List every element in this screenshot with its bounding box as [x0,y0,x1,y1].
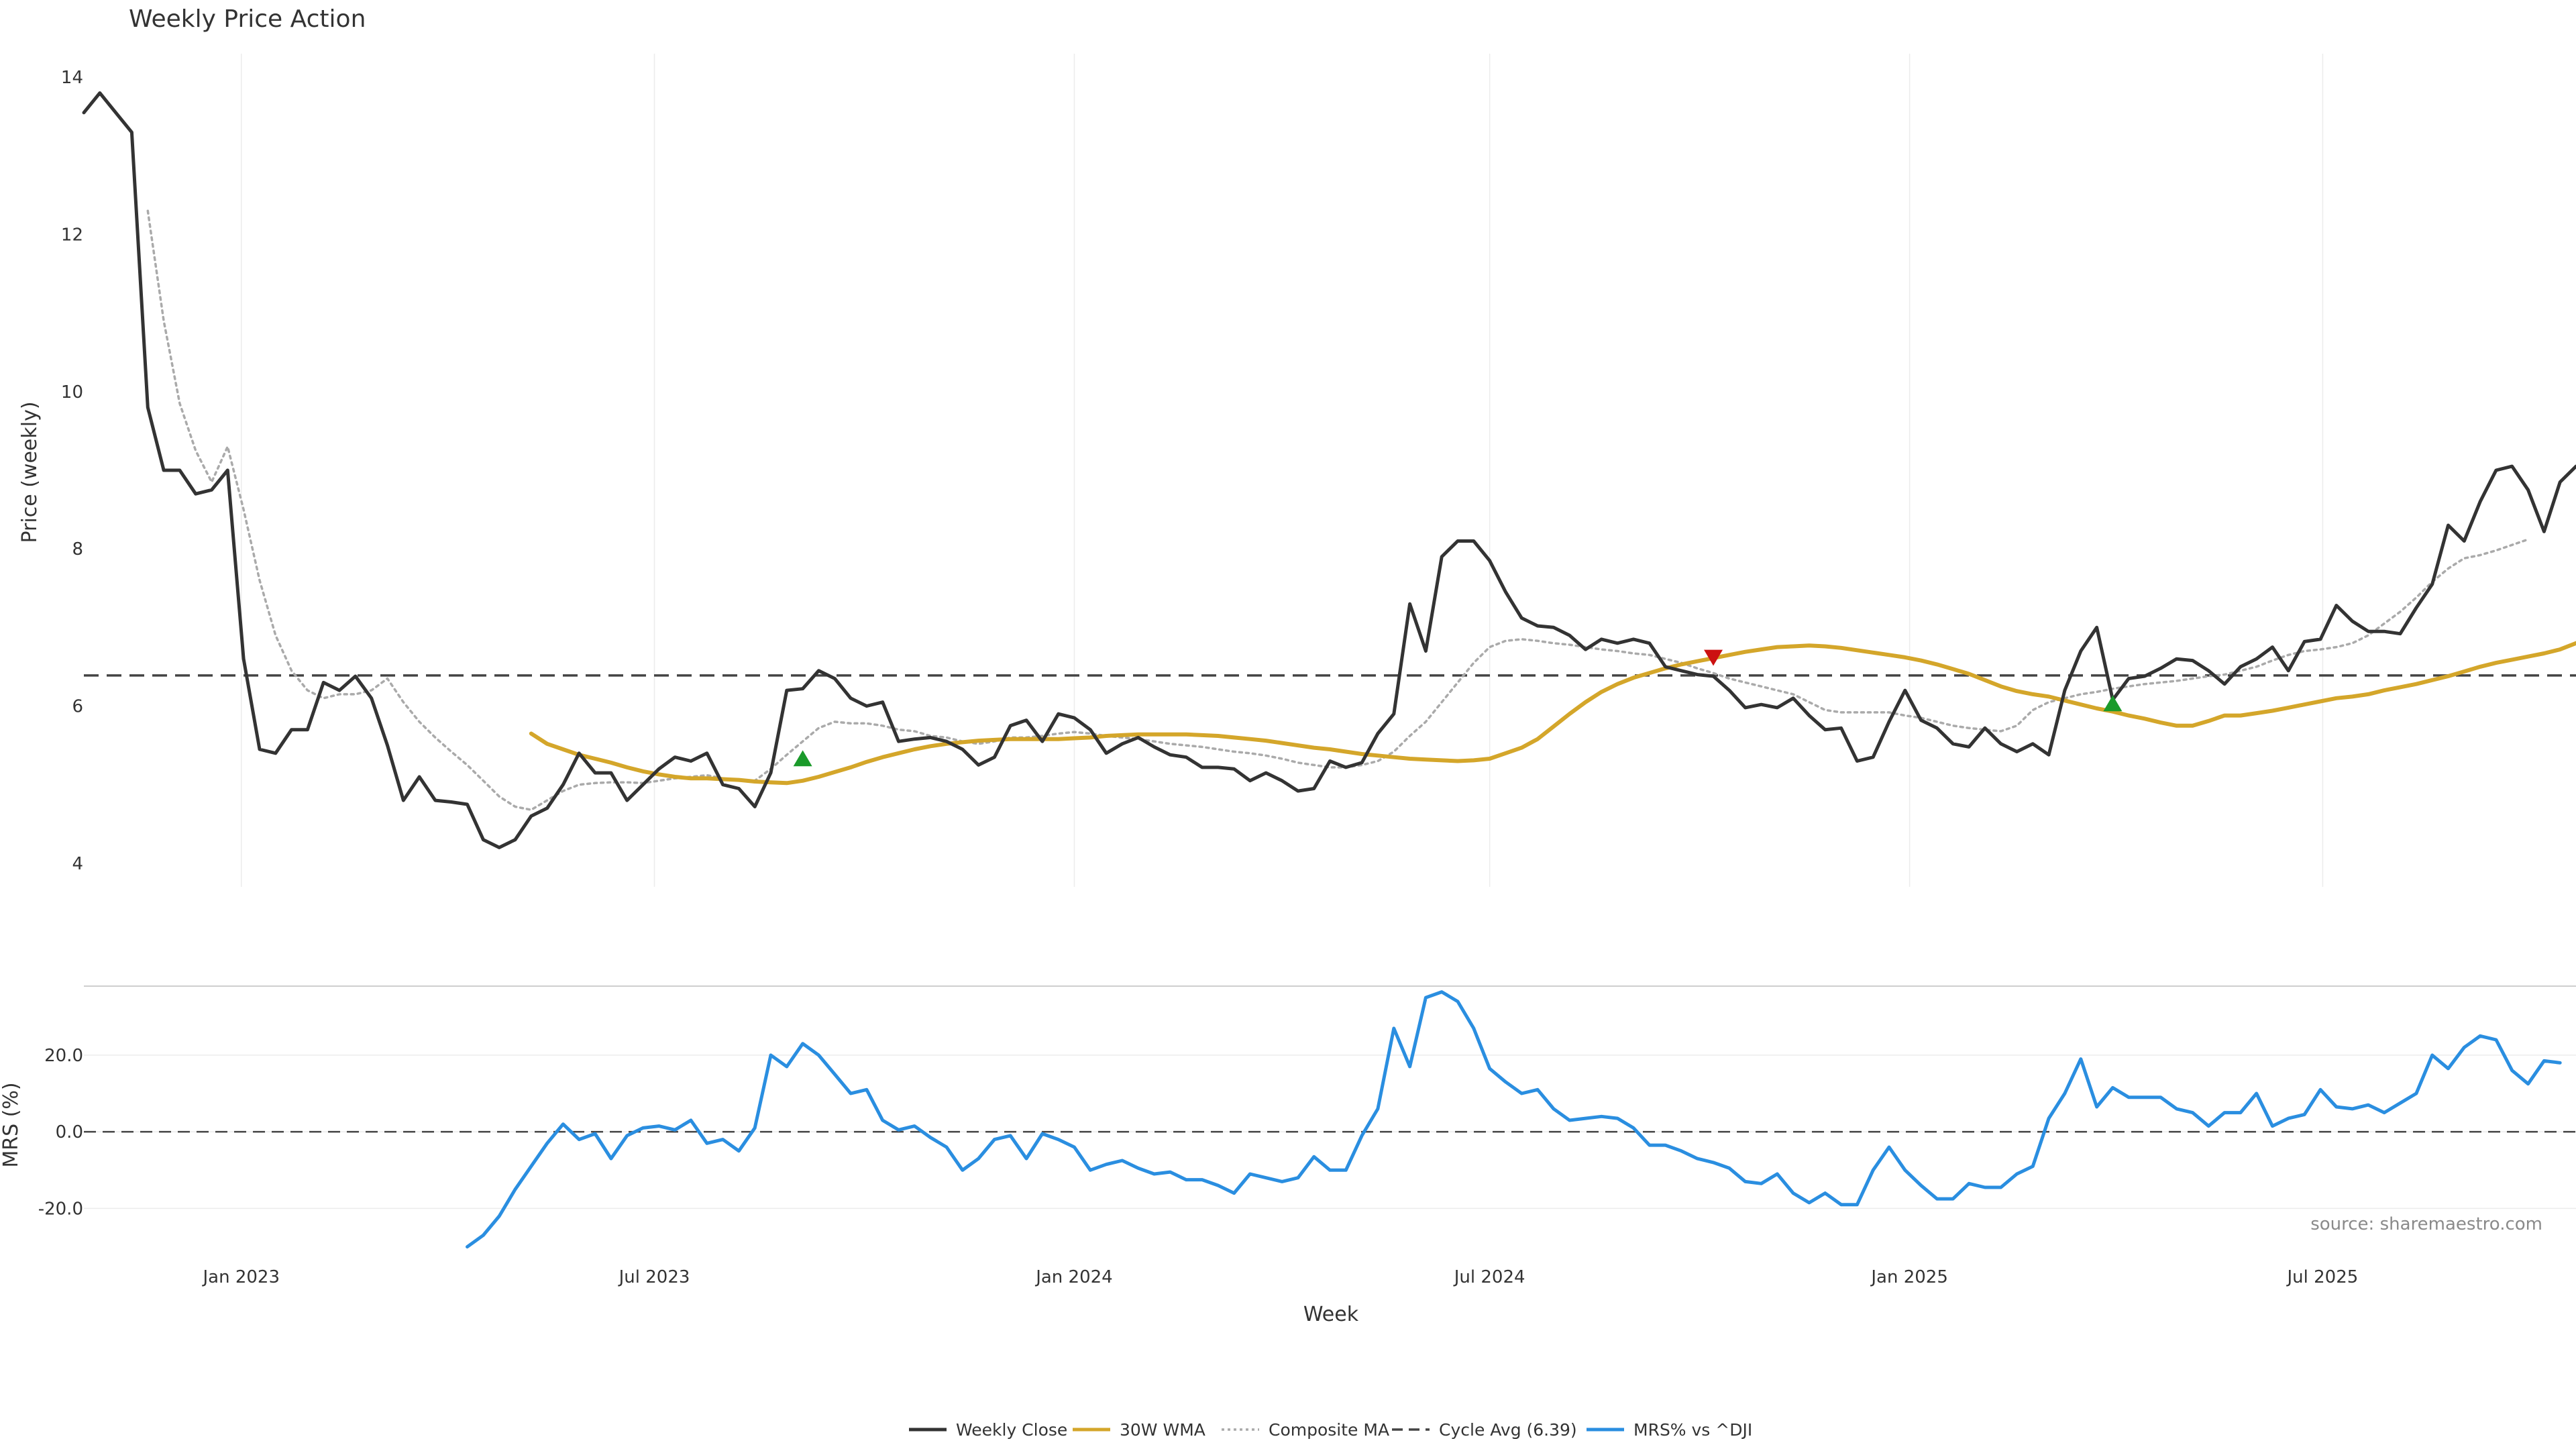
x-tick-label: Jul 2025 [2286,1267,2358,1287]
signal-markers [793,649,2123,767]
series-line-mrs [466,990,2562,1249]
mrs-y-tick-label: 20.0 [44,1046,83,1066]
price-y-tick-label: 12 [61,225,83,245]
legend-label-cycle: Cycle Avg (6.39) [1439,1420,1577,1440]
price-y-ticks: 4 6 8 10 12 14 [61,68,83,874]
x-ticks: Jan 2023 Jul 2023 Jan 2024 Jul 2024 Jan 2025… [201,1267,2358,1287]
price-y-tick-label: 4 [72,854,83,874]
x-axis-title: Week [1303,1303,1359,1326]
series-line-composite [146,209,2530,811]
price-y-tick-label: 14 [61,68,83,88]
mrs-y-axis-title: MRS (%) [0,1082,23,1167]
chart-title: Weekly Price Action [129,5,366,33]
series-line-wma [529,641,2576,786]
buy-signal-marker [2103,695,2123,712]
mrs-series [466,990,2562,1249]
price-series [82,91,2576,849]
mrs-y-ticks: 20.0 0.0 -20.0 [38,1046,83,1220]
sell-signal-marker [1704,649,1723,666]
legend-label-wma: 30W WMA [1120,1420,1205,1440]
price-y-tick-label: 6 [72,697,83,717]
source-note: source: sharemaestro.com [2310,1214,2542,1234]
x-tick-label: Jan 2025 [1870,1267,1948,1287]
price-y-tick-label: 10 [61,382,83,402]
x-tick-label: Jul 2024 [1453,1267,1525,1287]
x-tick-label: Jan 2024 [1034,1267,1113,1287]
price-grid [240,54,2324,887]
legend-label-close: Weekly Close [956,1420,1067,1440]
mrs-y-tick-label: -20.0 [38,1199,83,1219]
series-line-close [82,91,2576,849]
x-tick-label: Jan 2023 [201,1267,280,1287]
price-y-axis-title: Price (weekly) [18,401,42,543]
buy-signal-marker [793,750,812,767]
legend: Weekly Close 30W WMA Composite MA Cycle Avg… [909,1420,1752,1440]
x-tick-label: Jul 2023 [618,1267,690,1287]
legend-label-mrs: MRS% vs ^DJI [1633,1420,1752,1440]
price-y-tick-label: 8 [72,539,83,559]
legend-label-composite: Composite MA [1269,1420,1389,1440]
mrs-y-tick-label: 0.0 [56,1122,83,1142]
